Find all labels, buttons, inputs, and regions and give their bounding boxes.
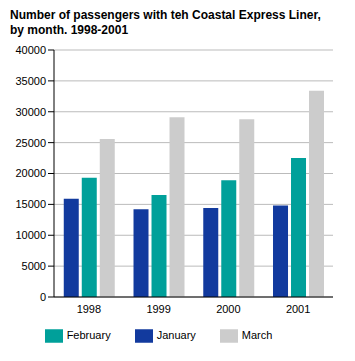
svg-text:15000: 15000 <box>15 198 46 210</box>
html-text:January: January <box>156 328 196 341</box>
svg-text:1998: 1998 <box>77 303 101 315</box>
svg-text:10000: 10000 <box>15 229 46 241</box>
svg-text:25000: 25000 <box>15 137 46 149</box>
svg-text:2000: 2000 <box>216 303 240 315</box>
svg-text:2001: 2001 <box>286 303 310 315</box>
svg-text:0: 0 <box>40 291 46 303</box>
svg-text:30000: 30000 <box>15 106 46 118</box>
html-text:Number of passengers with teh: Number of passengers with teh Coastal Ex… <box>10 8 321 37</box>
svg-text:5000: 5000 <box>22 260 46 272</box>
svg-text:1999: 1999 <box>146 303 170 315</box>
html-text:March: March <box>241 328 273 341</box>
svg-text:20000: 20000 <box>15 167 46 179</box>
svg-text:35000: 35000 <box>15 75 46 87</box>
svg-text:40000: 40000 <box>15 44 46 56</box>
html-text:February: February <box>66 328 111 341</box>
